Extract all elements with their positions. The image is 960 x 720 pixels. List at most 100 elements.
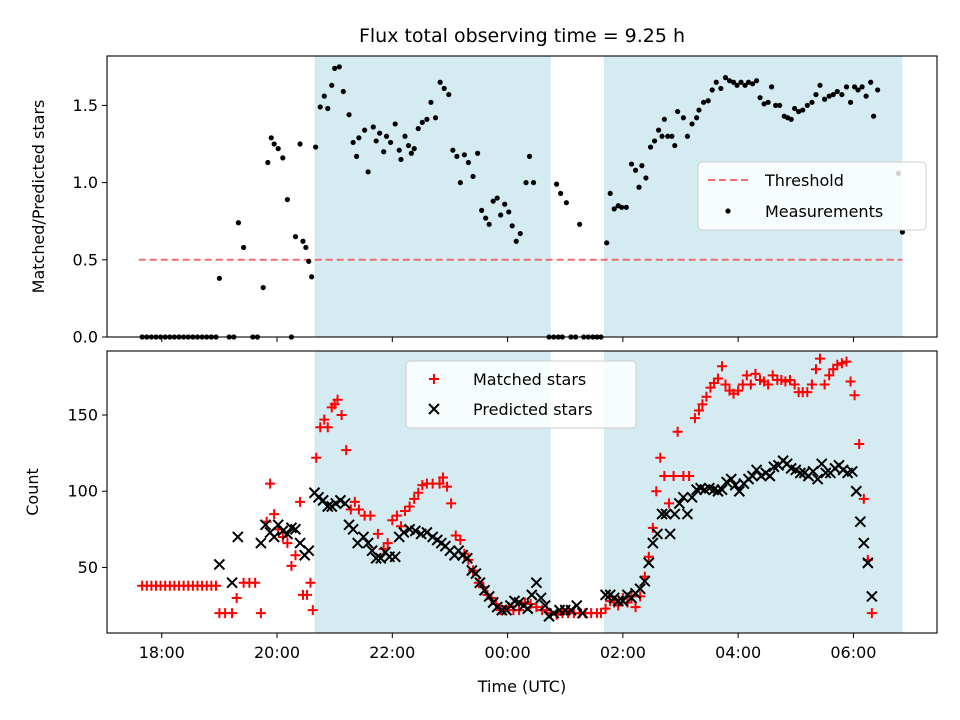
measurement-point [813,91,819,98]
measurement-point [329,82,335,88]
matched-star-point [659,470,670,481]
bottom-ylabel: Count [23,468,42,516]
predicted-star-point [289,523,302,536]
xtick-label: 22:00 [369,643,415,662]
measurement-point [362,127,368,133]
predicted-star-point [483,590,495,603]
top-panel: 0.0 0.5 1.0 1.5 Matched/Predicted stars Thres… [29,55,938,347]
predicted-star-point [526,589,538,601]
measurement-point [392,121,398,127]
measurement-point [680,115,686,121]
predicted-star-point [375,552,387,565]
measurement-point [268,135,274,141]
matched-star-point [455,535,466,546]
measurement-point [851,84,858,90]
matched-star-point [387,515,398,526]
measurement-point [428,99,434,105]
xtick-label: 00:00 [485,643,531,662]
predicted-star-point [370,552,382,565]
top-shaded-interval-0 [314,56,551,337]
measurement-point [800,107,806,113]
measurement-point [730,79,737,85]
predicted-star-point [820,467,832,479]
predicted-star-point [647,537,659,549]
matched-star-point [684,470,695,481]
measurement-point [628,161,635,167]
predicted-star-point [794,467,807,479]
measurement-point [408,150,414,156]
matched-star-point [635,591,646,602]
matched-star-point [434,478,445,489]
top-series-0 [139,64,906,340]
measurement-point [284,196,291,203]
matched-star-point [697,399,708,410]
matched-star-point [806,379,817,390]
measurement-point [757,95,763,101]
measurement-point [656,127,662,133]
bottom-axes-frame [106,350,938,634]
predicted-star-point [571,599,583,612]
measurement-point [718,85,724,92]
measurement-point [332,65,338,71]
measurement-point [734,82,740,88]
predicted-star-point [716,484,728,496]
matched-star-point [450,530,461,541]
predicted-star-point [470,567,482,580]
measurement-point [817,82,823,88]
measurement-point [722,75,729,81]
measurement-point [768,84,775,90]
predicted-star-point [478,584,491,597]
measurement-point [475,150,481,156]
predicted-star-point [850,485,863,497]
measurement-point [826,93,832,99]
predicted-star-point [232,531,244,543]
predicted-star-point [643,557,655,569]
measurement-point [441,85,447,92]
measurement-point [745,79,752,85]
matched-star-point [810,364,821,375]
measurement-point [470,173,476,180]
matched-star-point [845,376,856,387]
measurement-point [402,133,408,139]
matched-star-point [712,373,723,384]
matched-star-point [595,608,606,619]
matched-star-point [600,603,611,614]
measurement-point [424,116,430,122]
measurement-point [517,230,523,237]
predicted-star-point [686,491,698,504]
predicted-star-point [811,473,824,485]
matched-star-point [307,605,318,616]
measurement-point [709,87,715,93]
matched-star-point [391,510,402,521]
matched-star-point [409,493,420,504]
measurement-point [321,93,327,99]
measurement-point [396,147,402,153]
measurement-point [604,240,610,246]
matched-star-point [858,493,869,504]
measurement-point [523,180,529,186]
predicted-star-point [677,491,690,504]
matched-star-point [210,580,221,591]
measurement-point [607,190,613,197]
measurement-point [738,79,744,85]
measurement-point [235,220,242,226]
measurement-point [509,223,515,229]
measurement-point [749,81,756,87]
matched-star-point [733,385,744,396]
legend-predicted-swatch [428,403,440,415]
measurement-point [843,84,850,90]
legend-box [405,360,637,429]
measurement-point [792,105,798,112]
measurement-point [432,115,439,121]
measurement-point [830,91,836,98]
measurement-point [700,99,707,105]
matched-star-point [442,481,453,492]
matched-star-point [789,379,800,390]
measurement-point [765,99,771,105]
measurement-point [672,142,678,149]
measurement-point [834,88,840,95]
predicted-star-point [656,508,668,520]
measurement-point [659,133,665,139]
measurement-point [346,112,352,118]
predicted-star-point [547,607,560,619]
